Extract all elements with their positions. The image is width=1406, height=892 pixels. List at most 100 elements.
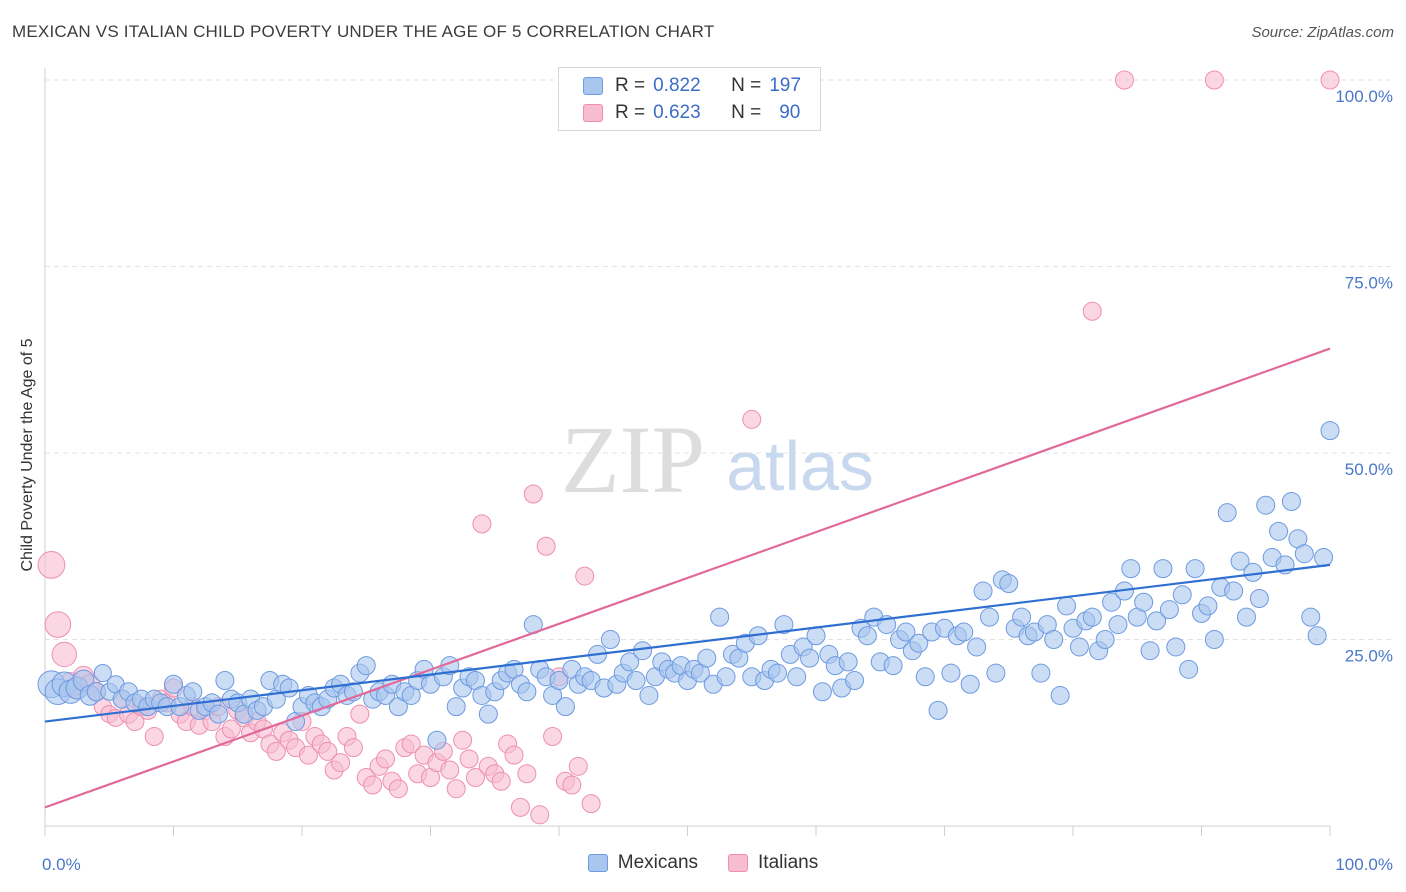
gridlines xyxy=(45,79,1395,640)
mexicans-point xyxy=(1134,592,1154,612)
mexicans-point xyxy=(1281,491,1301,511)
legend-r-label: R = xyxy=(615,102,646,123)
italians-point xyxy=(581,794,601,814)
italians-point xyxy=(472,514,492,534)
italians-point xyxy=(44,611,72,638)
mexicans-point xyxy=(800,648,820,668)
x-tick-labels: 0.0% 100.0% xyxy=(42,855,1393,874)
italians-point xyxy=(440,760,460,780)
mexicans-point xyxy=(549,671,569,691)
mexicans-point xyxy=(806,626,826,646)
legend-n-value: 90 xyxy=(779,102,801,123)
mexicans-point xyxy=(1294,544,1314,564)
mexicans-point xyxy=(279,678,299,698)
mexicans-point xyxy=(915,667,935,687)
legend: R = 0.822 N = 197 R = 0.623 N = 90 xyxy=(558,67,821,131)
mexicans-point xyxy=(999,574,1019,594)
mexicans-point xyxy=(356,656,376,676)
mexicans-point xyxy=(941,663,961,683)
mexicans-point xyxy=(986,663,1006,683)
mexicans-point xyxy=(555,697,575,717)
mexicans-point xyxy=(1102,592,1122,612)
mexicans-point xyxy=(427,730,447,750)
mexicans-point xyxy=(1269,521,1289,541)
mexicans-point xyxy=(1082,607,1102,627)
legend-n-label: N = xyxy=(731,102,762,123)
mexicans-point xyxy=(1307,626,1327,646)
y-tick-label: 25.0% xyxy=(1345,647,1393,666)
y-tick-label: 100.0% xyxy=(1335,87,1393,106)
mexicans-point xyxy=(639,685,659,705)
mexicans-point xyxy=(1012,607,1032,627)
mexicans-point xyxy=(787,667,807,687)
mexicans-point xyxy=(1153,559,1173,579)
italians-point xyxy=(1114,70,1134,90)
mexicans-point xyxy=(716,667,736,687)
italians-point xyxy=(350,704,370,724)
mexicans-point xyxy=(1140,641,1160,661)
mexicans-point xyxy=(1121,559,1141,579)
mexicans-point xyxy=(620,652,640,672)
legend-swatch-mexicans xyxy=(583,77,603,95)
mexicans-point xyxy=(1050,685,1070,705)
bottom-legend-label-italians: Italians xyxy=(758,852,819,873)
legend-row-mexicans: R = 0.822 N = 197 xyxy=(583,73,801,99)
y-tick-label: 50.0% xyxy=(1345,460,1393,479)
mexicans-point xyxy=(928,700,948,720)
italians-point xyxy=(1320,70,1340,90)
legend-swatch-italians xyxy=(583,104,603,122)
italians-point xyxy=(37,551,66,579)
mexicans-point xyxy=(1159,600,1179,620)
italians-point xyxy=(1082,301,1102,321)
italians-point xyxy=(742,409,762,429)
italians-point xyxy=(446,779,466,799)
legend-n-label: N = xyxy=(731,75,762,96)
mexicans-point xyxy=(1236,607,1256,627)
mexicans-point xyxy=(845,671,865,691)
mexicans-point xyxy=(164,674,183,694)
italians-point xyxy=(523,484,543,504)
legend-r-value: 0.623 xyxy=(653,102,701,123)
x-tick-label: 100.0% xyxy=(1335,855,1393,874)
mexicans-point xyxy=(697,648,717,668)
axes xyxy=(44,68,1331,836)
x-tick-label: 0.0% xyxy=(42,855,81,874)
mexicans-trendline xyxy=(44,563,1331,723)
mexicans-point xyxy=(1185,559,1205,579)
mexicans-point xyxy=(1230,551,1250,571)
bottom-legend-label-mexicans: Mexicans xyxy=(617,852,699,873)
mexicans-point xyxy=(1217,503,1237,523)
italians-point xyxy=(465,768,485,788)
italians-point xyxy=(510,797,530,817)
watermark-atlas: atlas xyxy=(726,427,874,505)
mexicans-point xyxy=(1108,615,1128,635)
mexicans-point xyxy=(979,607,999,627)
mexicans-point xyxy=(1256,495,1276,515)
mexicans-point xyxy=(183,682,203,702)
y-tick-label: 75.0% xyxy=(1345,274,1393,293)
italians-point xyxy=(401,734,421,754)
legend-row-italians: R = 0.623 N = 90 xyxy=(583,100,800,126)
mexicans-point xyxy=(1095,630,1115,649)
italians-point xyxy=(221,719,241,739)
italians-point xyxy=(453,730,473,750)
italians-point xyxy=(562,775,582,795)
legend-r-label: R = xyxy=(615,75,646,96)
italians-point xyxy=(51,641,77,668)
mexicans-point xyxy=(1172,585,1192,605)
italians-point xyxy=(376,749,396,769)
mexicans-point xyxy=(883,656,903,676)
italians-point xyxy=(388,779,408,799)
bottom-legend-swatch-italians xyxy=(728,854,749,872)
italians-point xyxy=(1204,70,1224,90)
mexicans-point xyxy=(93,663,112,683)
mexicans-point xyxy=(857,626,877,646)
mexicans-point xyxy=(1044,630,1064,649)
mexicans-point xyxy=(208,704,228,724)
italians-point xyxy=(536,536,556,556)
source-label: Source: ZipAtlas.com xyxy=(1251,24,1394,41)
mexicans-point xyxy=(1314,547,1334,567)
italians-trendline xyxy=(44,347,1331,809)
mexicans-point xyxy=(1179,659,1199,679)
